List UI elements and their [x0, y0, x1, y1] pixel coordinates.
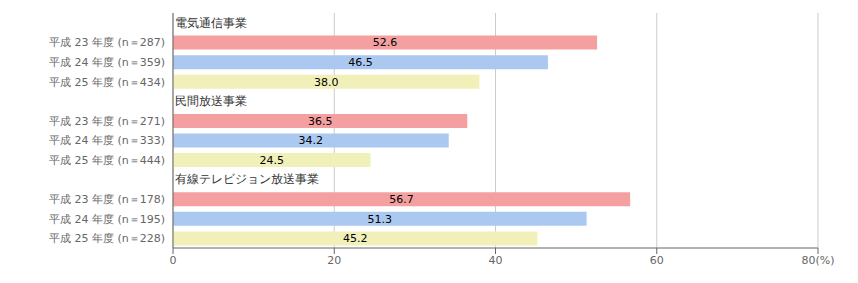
svg-text:51.3: 51.3	[368, 213, 393, 226]
svg-text:45.2: 45.2	[343, 232, 368, 245]
svg-text:平成 23 年度 (n＝287): 平成 23 年度 (n＝287)	[49, 36, 165, 49]
svg-text:60: 60	[650, 254, 664, 267]
svg-text:20: 20	[327, 254, 341, 267]
svg-text:40: 40	[489, 254, 503, 267]
svg-text:平成 23 年度 (n＝271): 平成 23 年度 (n＝271)	[49, 115, 165, 128]
svg-text:52.6: 52.6	[373, 36, 398, 49]
svg-text:平成 24 年度 (n＝195): 平成 24 年度 (n＝195)	[49, 213, 165, 226]
svg-text:平成 24 年度 (n＝359): 平成 24 年度 (n＝359)	[49, 56, 165, 69]
svg-text:38.0: 38.0	[314, 76, 339, 89]
svg-text:0: 0	[170, 254, 177, 267]
svg-text:34.2: 34.2	[299, 134, 324, 147]
svg-text:56.7: 56.7	[389, 193, 414, 206]
svg-text:平成 23 年度 (n＝178): 平成 23 年度 (n＝178)	[49, 193, 165, 206]
svg-text:平成 25 年度 (n＝434): 平成 25 年度 (n＝434)	[49, 76, 165, 89]
svg-text:46.5: 46.5	[348, 56, 373, 69]
svg-text:80(%): 80(%)	[801, 254, 834, 267]
svg-text:平成 25 年度 (n＝228): 平成 25 年度 (n＝228)	[49, 232, 165, 245]
svg-text:平成 24 年度 (n＝333): 平成 24 年度 (n＝333)	[49, 134, 165, 147]
svg-text:有線テレビジョン放送事業: 有線テレビジョン放送事業	[175, 172, 319, 186]
svg-text:民間放送事業: 民間放送事業	[175, 94, 247, 108]
svg-text:24.5: 24.5	[260, 154, 285, 167]
svg-text:電気通信事業: 電気通信事業	[175, 16, 247, 30]
svg-text:平成 25 年度 (n＝444): 平成 25 年度 (n＝444)	[49, 154, 165, 167]
svg-text:36.5: 36.5	[308, 115, 333, 128]
